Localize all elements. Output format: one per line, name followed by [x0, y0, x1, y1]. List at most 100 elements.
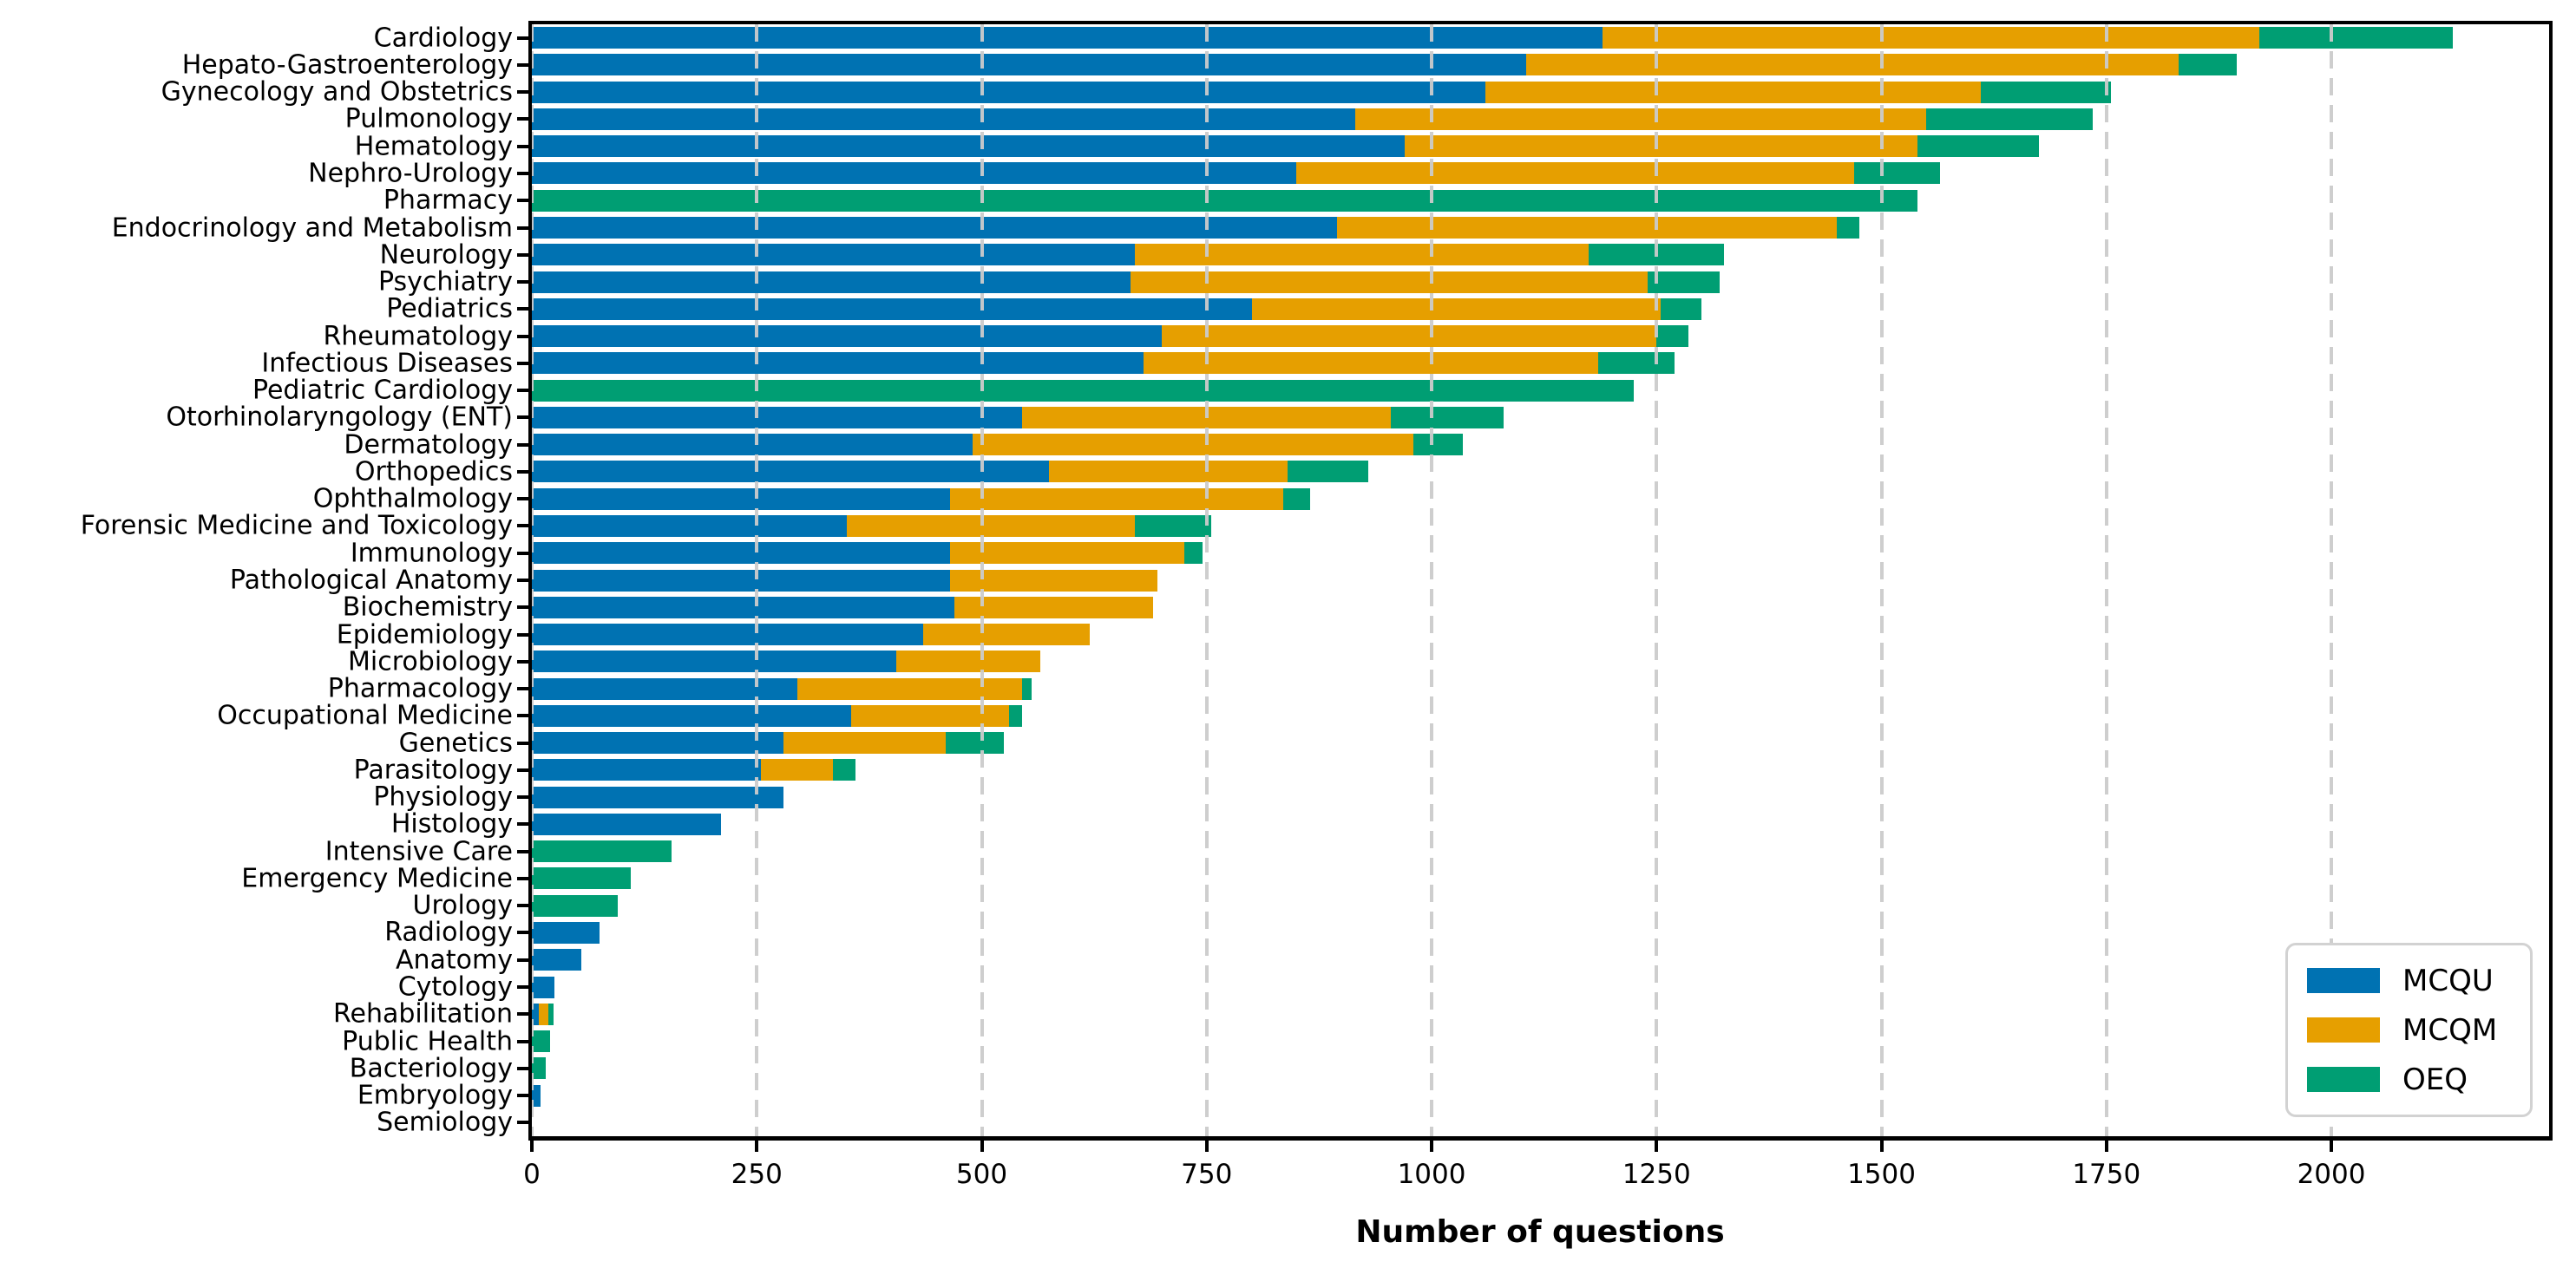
y-tick-mark — [517, 470, 528, 474]
category-label: Occupational Medicine — [217, 700, 513, 731]
bar-segment-oeq — [1288, 461, 1369, 482]
category-label: Parasitology — [353, 755, 513, 786]
legend-swatch-mcqu — [2307, 968, 2380, 993]
category-label: Gynecology and Obstetrics — [161, 76, 513, 108]
bar-segment-mcqm — [973, 434, 1414, 455]
y-tick-mark — [517, 172, 528, 175]
category-label: Microbiology — [348, 646, 513, 677]
bar-segment-oeq — [1980, 82, 2111, 103]
x-tick-label: 0 — [523, 1159, 541, 1190]
x-tick-label: 750 — [1181, 1159, 1233, 1190]
legend-label-mcqm: MCQM — [2402, 1012, 2498, 1048]
bar-segment-mcqu — [532, 814, 721, 835]
bar-segment-oeq — [1836, 217, 1859, 239]
bar-segment-oeq — [2259, 27, 2454, 49]
bar-segment-oeq — [532, 895, 618, 917]
bar-segment-mcqm — [950, 488, 1283, 510]
bar-segment-mcqm — [1525, 54, 2179, 75]
bar-segment-mcqm — [950, 570, 1157, 592]
bottom-spine — [528, 1136, 2553, 1141]
bar-segment-mcqu — [532, 977, 554, 998]
legend: MCQU MCQM OEQ — [2285, 943, 2533, 1117]
bar-segment-oeq — [532, 380, 1635, 402]
bar-segment-mcqu — [532, 922, 600, 944]
y-tick-mark — [517, 877, 528, 880]
y-tick-mark — [517, 660, 528, 664]
y-tick-mark — [517, 63, 528, 67]
bar-segment-mcqu — [532, 461, 1050, 482]
bar-segment-mcqu — [532, 244, 1135, 265]
bar-segment-oeq — [1413, 434, 1464, 455]
bar-segment-mcqm — [950, 542, 1184, 564]
x-tick-mark — [2330, 1140, 2334, 1152]
bar-segment-mcqu — [532, 1085, 541, 1107]
y-tick-mark — [517, 145, 528, 148]
category-label: Pulmonology — [344, 103, 513, 134]
left-spine — [528, 21, 532, 1140]
legend-label-oeq: OEQ — [2402, 1062, 2468, 1097]
bar-segment-oeq — [1022, 678, 1032, 700]
bar-segment-oeq — [1008, 705, 1023, 727]
top-spine — [528, 21, 2553, 24]
y-tick-mark — [517, 1094, 528, 1097]
bar-segment-mcqu — [532, 570, 951, 592]
category-label: Radiology — [384, 917, 513, 948]
gridline — [1879, 24, 1884, 1136]
category-label: Hematology — [354, 131, 513, 162]
category-label: Epidemiology — [336, 619, 513, 651]
y-tick-mark — [517, 226, 528, 230]
y-tick-mark — [517, 687, 528, 690]
category-label: Intensive Care — [324, 836, 513, 867]
y-tick-mark — [517, 1012, 528, 1016]
y-tick-mark — [517, 280, 528, 284]
y-tick-mark — [517, 958, 528, 962]
category-label: Forensic Medicine and Toxicology — [80, 510, 513, 541]
category-label: Neurology — [379, 239, 513, 271]
bar-segment-mcqm — [1144, 352, 1598, 374]
bar-segment-mcqm — [761, 759, 834, 781]
x-tick-mark — [1879, 1140, 1884, 1152]
bar-segment-mcqu — [532, 787, 784, 808]
gridline — [755, 24, 759, 1136]
x-tick-label: 1750 — [2072, 1159, 2141, 1190]
category-label: Otorhinolaryngology (ENT) — [166, 402, 513, 433]
right-spine — [2549, 21, 2553, 1140]
y-tick-mark — [517, 633, 528, 637]
legend-item-mcqu: MCQU — [2307, 964, 2511, 997]
category-label: Dermatology — [344, 429, 513, 461]
bar-segment-mcqm — [1354, 108, 1927, 130]
bar-segment-oeq — [1647, 271, 1720, 293]
bar-segment-oeq — [532, 1030, 550, 1052]
y-tick-mark — [517, 1040, 528, 1043]
x-tick-mark — [755, 1140, 759, 1152]
y-tick-mark — [517, 307, 528, 311]
category-label: Bacteriology — [349, 1053, 513, 1084]
y-tick-mark — [517, 1121, 528, 1124]
bar-segment-oeq — [1661, 298, 1702, 320]
category-label: Genetics — [398, 728, 513, 759]
bar-segment-mcqu — [532, 407, 1023, 428]
y-tick-mark — [517, 389, 528, 392]
x-tick-mark — [1430, 1140, 1434, 1152]
category-label: Hepato-Gastroenterology — [181, 49, 513, 81]
x-tick-mark — [2104, 1140, 2108, 1152]
x-tick-mark — [530, 1140, 534, 1152]
y-tick-mark — [517, 552, 528, 555]
x-tick-label: 250 — [731, 1159, 783, 1190]
bar-segment-mcqm — [1161, 325, 1657, 347]
bar-segment-mcqm — [539, 1004, 548, 1025]
x-tick-mark — [1204, 1140, 1209, 1152]
bar-segment-mcqu — [532, 515, 847, 537]
bar-segment-mcqu — [532, 705, 852, 727]
legend-swatch-oeq — [2307, 1067, 2380, 1092]
category-label: Embryology — [357, 1080, 513, 1111]
bar-segment-mcqm — [1404, 135, 1917, 157]
bar-segment-oeq — [833, 759, 856, 781]
bar-segment-mcqu — [532, 651, 896, 672]
y-tick-mark — [517, 822, 528, 826]
y-tick-mark — [517, 768, 528, 772]
y-tick-mark — [517, 579, 528, 582]
category-label: Physiology — [373, 781, 513, 813]
